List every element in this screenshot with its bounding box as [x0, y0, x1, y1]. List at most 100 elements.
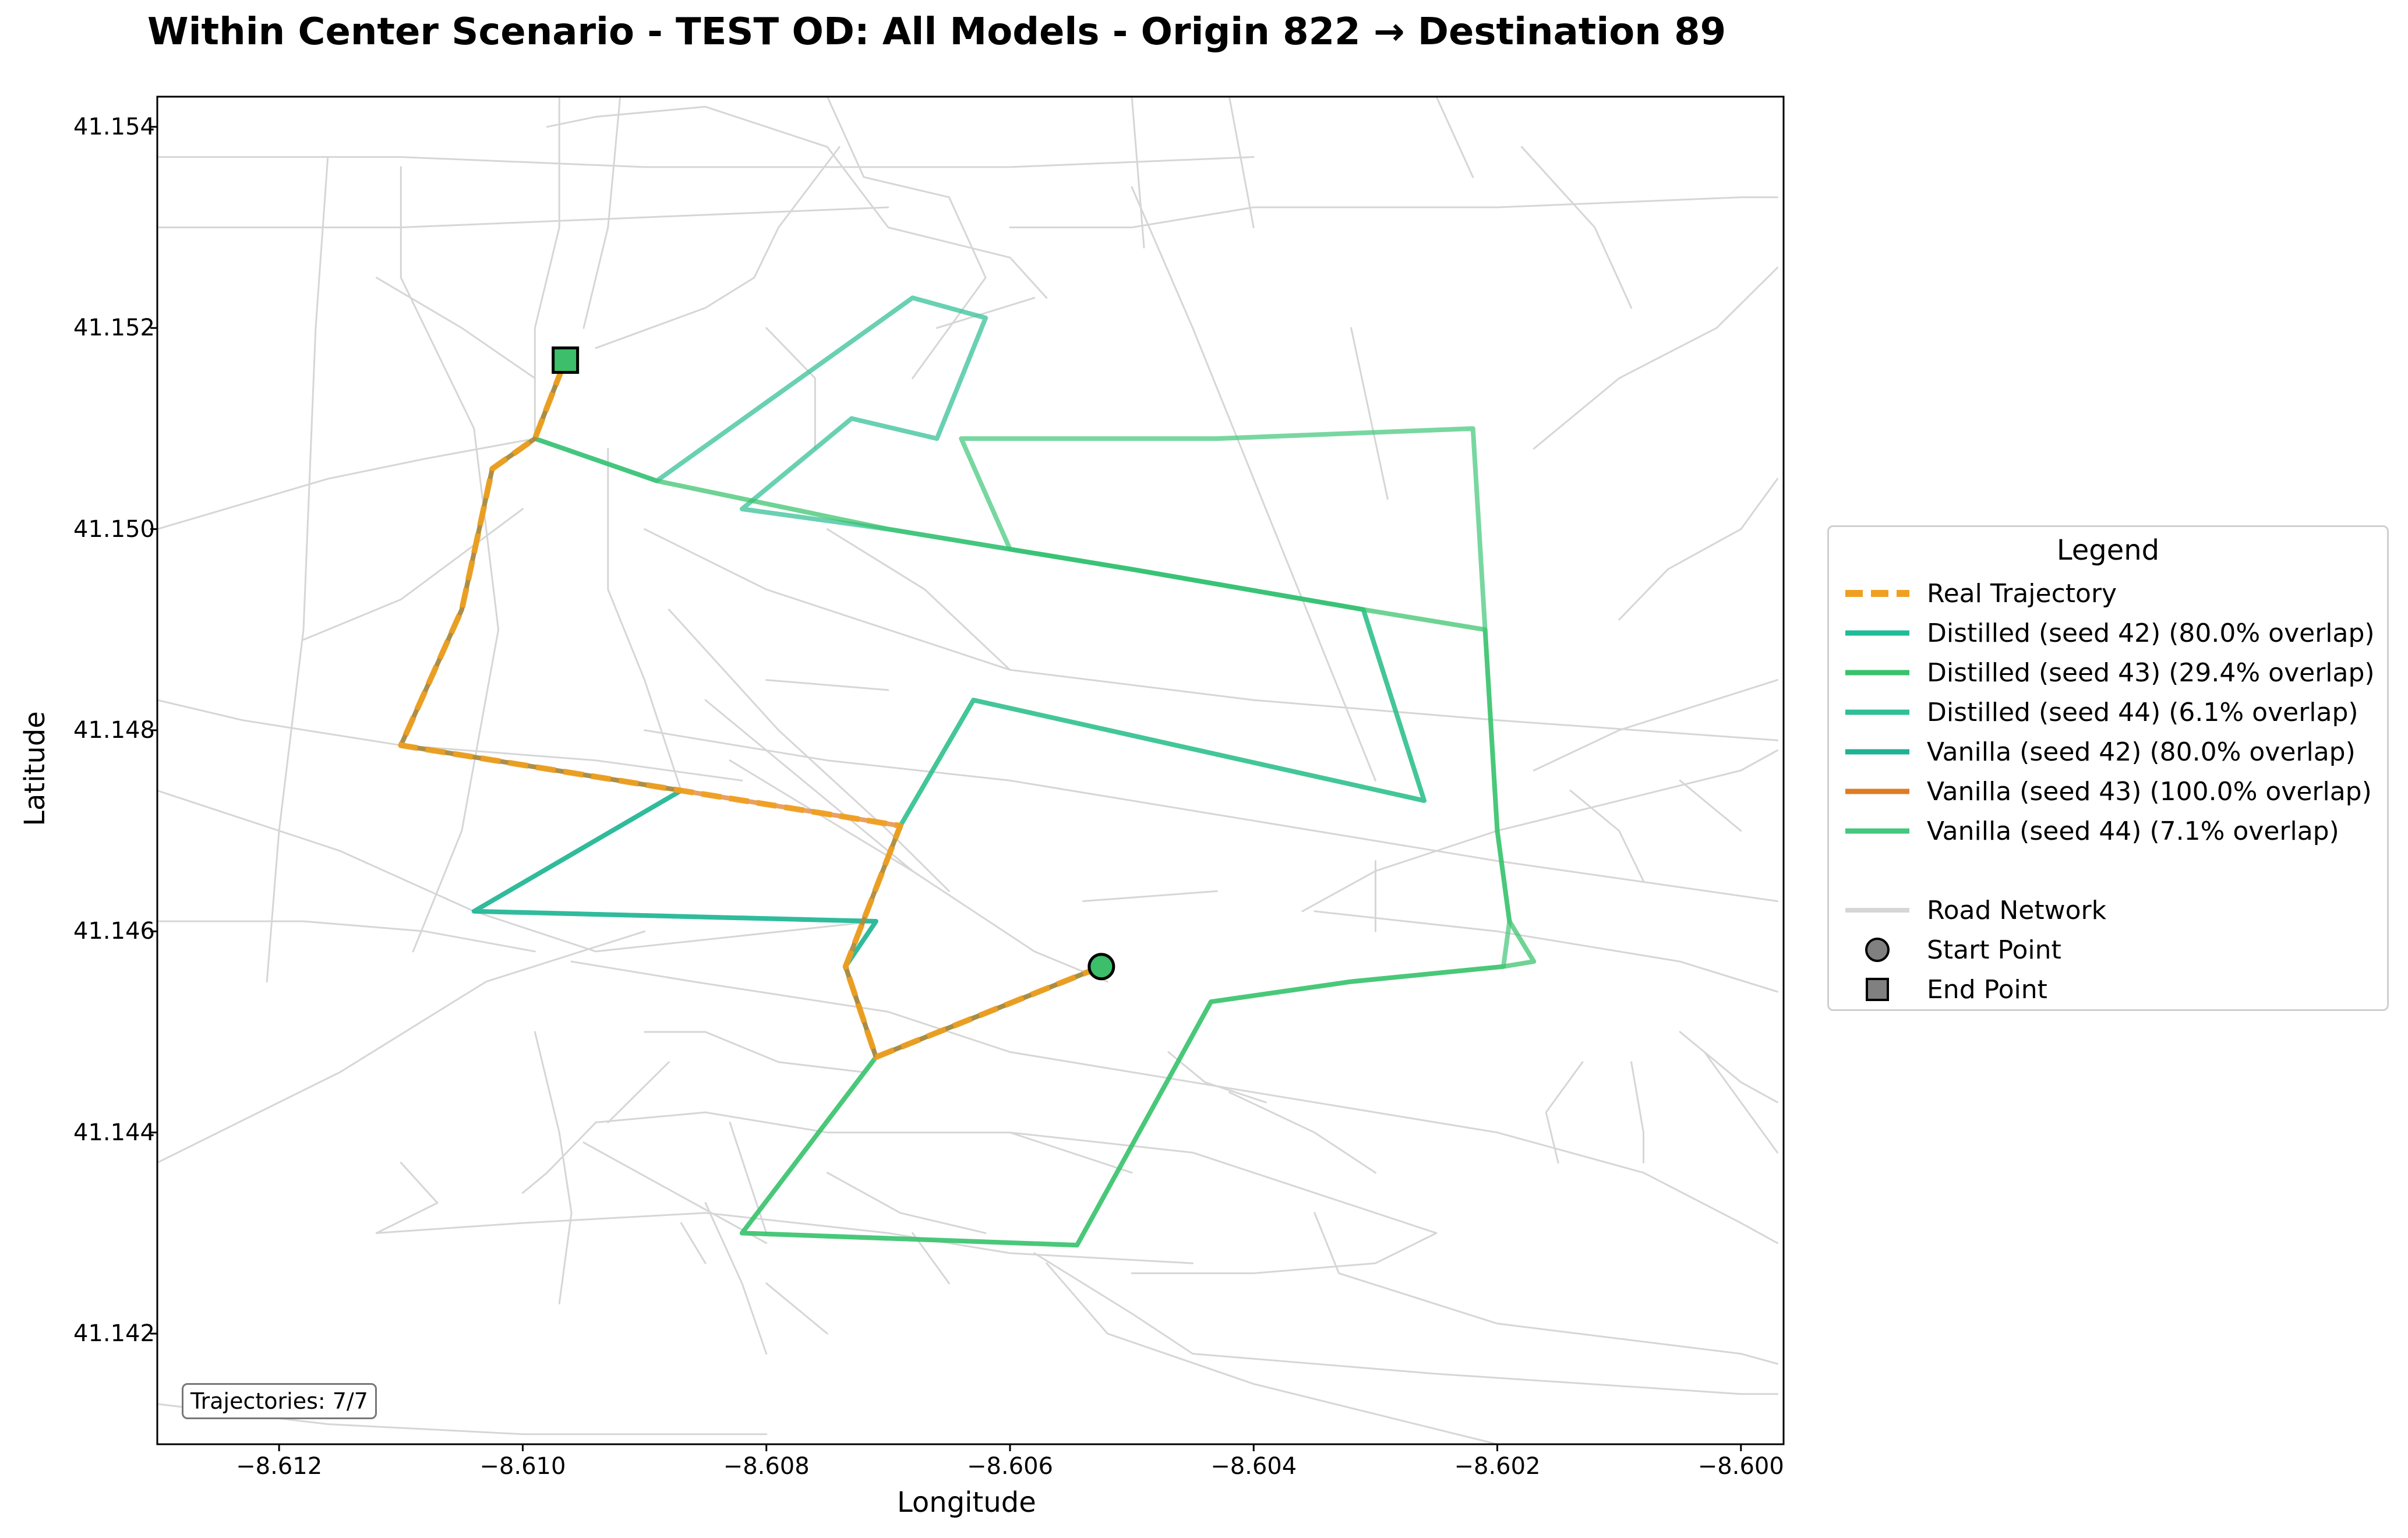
legend-swatch: [1845, 709, 1909, 715]
legend-swatch: [1845, 789, 1909, 794]
legend-swatch: [1845, 590, 1909, 597]
legend-label: Distilled (seed 42) (80.0% overlap): [1927, 618, 2375, 648]
legend-item-distilled-42: Distilled (seed 42) (80.0% overlap): [1839, 613, 2375, 653]
road-segment: [765, 327, 816, 450]
road-segment: [1618, 478, 1778, 621]
legend-item-vanilla-43: Vanilla (seed 43) (100.0% overlap): [1839, 772, 2372, 811]
road-segment: [1167, 1051, 1267, 1104]
chart-title: Within Center Scenario - TEST OD: All Mo…: [147, 10, 1726, 54]
legend-item-end-point: End Point: [1839, 970, 2047, 1009]
road-segment: [595, 146, 841, 349]
road-segment: [729, 1121, 768, 1234]
road-segment: [1082, 890, 1218, 902]
road-segment: [375, 1162, 439, 1234]
road-segment: [521, 1121, 597, 1194]
legend-item-distilled-44: Distilled (seed 44) (6.1% overlap): [1839, 692, 2358, 732]
road-segment: [375, 1212, 1194, 1264]
road-segment: [644, 1031, 865, 1073]
road-segment: [1228, 97, 1255, 228]
road-segment: [1046, 1262, 1498, 1444]
legend-label: Vanilla (seed 42) (80.0% overlap): [1927, 737, 2356, 767]
legend-label: Real Trajectory: [1927, 578, 2117, 609]
road-segment: [400, 166, 500, 953]
road-segment: [375, 277, 536, 379]
legend-label: Distilled (seed 43) (29.4% overlap): [1927, 657, 2375, 688]
y-tick-label: 41.142: [73, 1320, 155, 1348]
plot-frame: [156, 96, 1785, 1445]
road-segment: [826, 97, 987, 379]
road-segment: [595, 1111, 1438, 1274]
road-segment: [1630, 1061, 1644, 1164]
road-segment: [704, 699, 1108, 983]
road-segment: [1679, 1031, 1778, 1104]
road-segment: [607, 1061, 670, 1123]
road-segment: [546, 105, 1048, 299]
x-tick-label: −8.606: [966, 1453, 1053, 1480]
road-segment: [1228, 1091, 1376, 1174]
road-segment: [1545, 1061, 1584, 1164]
y-axis-label: Latitude: [19, 711, 51, 826]
road-segment: [266, 156, 329, 983]
road-segment: [1314, 1212, 1778, 1365]
road-segment: [936, 296, 1036, 329]
point-markers: [552, 346, 1115, 981]
legend-item-vanilla-44: Vanilla (seed 44) (7.1% overlap): [1839, 811, 2339, 851]
legend-swatch: [1845, 908, 1909, 913]
legend-swatch: [1845, 749, 1909, 755]
legend-label: Vanilla (seed 44) (7.1% overlap): [1927, 816, 2339, 846]
legend-label: End Point: [1927, 974, 2047, 1005]
end-point-icon: [1866, 978, 1889, 1001]
road-segment: [302, 508, 524, 641]
y-tick-label: 41.152: [73, 314, 155, 342]
road-segment: [704, 1202, 768, 1355]
road-segment: [534, 97, 560, 440]
y-tick-label: 41.146: [73, 918, 155, 945]
x-tick-label: −8.604: [1210, 1453, 1297, 1480]
legend-item-road-network: Road Network: [1839, 890, 2106, 930]
road-segment: [1009, 1132, 1133, 1174]
road-segment: [570, 960, 1644, 1174]
start-point-icon: [1865, 938, 1890, 962]
road-segment: [1569, 790, 1644, 882]
x-axis-label: Longitude: [897, 1486, 1036, 1519]
road-segment: [668, 609, 950, 892]
road-segment: [157, 930, 646, 1164]
road-segment: [534, 1031, 573, 1304]
road-segment: [1131, 186, 1376, 782]
legend-label: Distilled (seed 44) (6.1% overlap): [1927, 697, 2358, 727]
road-segment: [1533, 267, 1778, 450]
x-tick-label: −8.602: [1454, 1453, 1541, 1480]
road-network: [157, 97, 1778, 1444]
legend-label: Vanilla (seed 43) (100.0% overlap): [1927, 776, 2372, 807]
y-tick-label: 41.148: [73, 716, 155, 744]
legend-item-start-point: Start Point: [1839, 930, 2061, 970]
legend-item-real-trajectory: Real Trajectory: [1839, 574, 2117, 613]
y-tick-label: 41.150: [73, 515, 155, 543]
tick-marks: [150, 126, 1742, 1451]
x-tick-label: −8.600: [1697, 1453, 1784, 1480]
x-tick-label: −8.612: [236, 1453, 323, 1480]
road-segment: [644, 729, 1778, 902]
legend: Legend Real Trajectory Distilled (seed 4…: [1827, 525, 2389, 1011]
road-segment: [607, 447, 682, 791]
road-segment: [1679, 779, 1742, 832]
road-segment: [765, 1282, 828, 1335]
legend-swatch: [1845, 828, 1909, 834]
road-segment: [1350, 327, 1389, 500]
road-segment: [582, 97, 622, 329]
road-segment: [680, 1222, 707, 1264]
start-point-marker: [1088, 953, 1115, 981]
legend-swatch: [1845, 670, 1909, 676]
road-segment: [1643, 1172, 1778, 1244]
x-tick-label: −8.608: [723, 1453, 810, 1480]
legend-title: Legend: [2056, 534, 2160, 567]
road-segment: [1435, 97, 1474, 178]
road-segment: [157, 206, 889, 228]
end-point-marker: [552, 346, 580, 374]
legend-swatch: [1845, 630, 1909, 636]
road-segment: [1703, 1051, 1778, 1154]
trajectory-line-0: [398, 359, 1103, 1060]
y-tick-label: 41.144: [73, 1119, 155, 1146]
y-tick-label: 41.154: [73, 113, 155, 140]
